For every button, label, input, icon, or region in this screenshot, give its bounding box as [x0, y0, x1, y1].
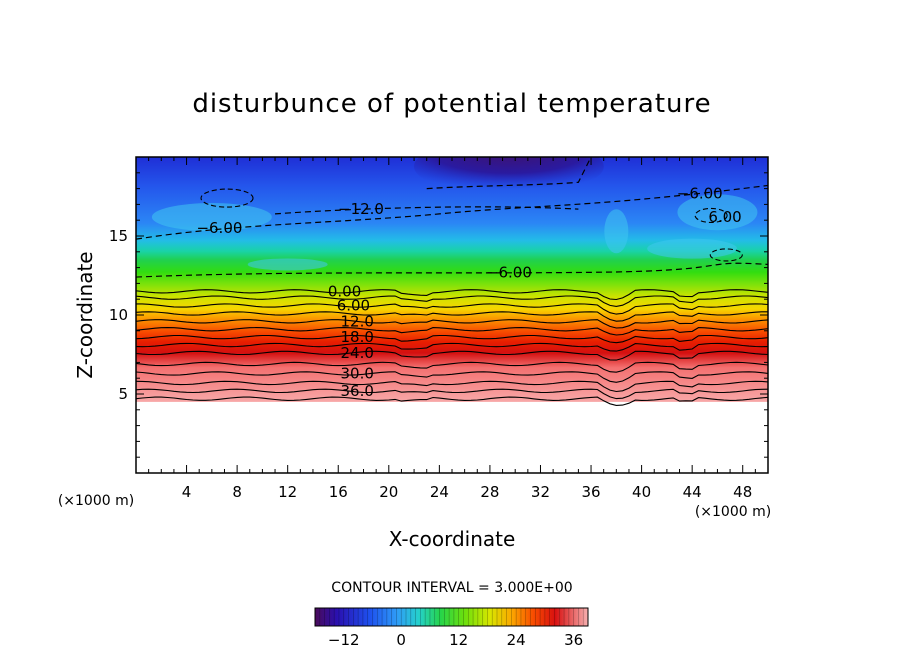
contour-line	[136, 334, 768, 344]
x-tick-label: 12	[278, 483, 297, 501]
contour-interval-text: CONTOUR INTERVAL = 3.000E+00	[331, 580, 572, 596]
x-tick-label: 28	[480, 483, 499, 501]
contour-line-negative	[426, 157, 592, 190]
colorbar-tick-label: 24	[507, 631, 526, 649]
warm-patch	[677, 194, 758, 231]
y-tick-label: 5	[118, 385, 128, 403]
x-tick-label: 36	[581, 483, 600, 501]
contour-closed	[694, 207, 728, 224]
contour-closed	[200, 188, 254, 208]
contour-line-negative	[274, 206, 579, 215]
x-tick-label: 4	[182, 483, 192, 501]
contour-line	[136, 350, 768, 361]
contour-label: 36.0	[340, 382, 373, 400]
x-tick-label: 44	[683, 483, 702, 501]
contour-label: 30.0	[340, 364, 373, 382]
warm-patch	[151, 203, 272, 232]
contour-line	[136, 388, 768, 400]
contour-label: 6.00	[337, 297, 370, 315]
y-axis-ticks: 5 10 15	[109, 172, 768, 458]
contour-label: 18.0	[340, 328, 373, 346]
contour-line	[136, 371, 768, 383]
x-tick-label: 8	[232, 483, 242, 501]
contour-label: −12.0	[338, 200, 384, 218]
contour-lines	[136, 157, 768, 406]
contour-label: 24.0	[340, 344, 373, 362]
plot-area	[136, 157, 768, 406]
colorbar-tick-labels: −12 0 12 24 36	[328, 631, 583, 649]
contour-labels: 36.030.024.018.012.06.000.00−6.00−6.00−1…	[196, 184, 741, 400]
contour-label: −6.00	[486, 263, 532, 281]
x-tick-label: 16	[329, 483, 348, 501]
colorbar-tick-label: 36	[564, 631, 583, 649]
colorbar-tick-label: 12	[449, 631, 468, 649]
contour-line	[136, 380, 768, 393]
x-axis-ticks: 4 8 12 16 20 24 28 32 36 40 44 48	[148, 157, 756, 501]
colorbar-tick-label: 0	[396, 631, 406, 649]
colorbar: −12 0 12 24 36	[314, 607, 589, 649]
warm-patch	[247, 258, 328, 271]
contour-line-negative	[136, 184, 768, 240]
contour-label: −6.00	[196, 219, 242, 237]
temperature-field	[136, 157, 768, 402]
contour-line	[136, 361, 768, 373]
contour-label: 12.0	[340, 312, 373, 330]
colorbar-tick-label: −12	[328, 631, 360, 649]
contour-line	[136, 396, 768, 406]
x-axis-label: X-coordinate	[389, 527, 516, 551]
x-tick-label: 48	[733, 483, 752, 501]
field-gradient	[136, 157, 768, 402]
colorbar-gradient	[314, 607, 589, 627]
contour-line	[136, 303, 768, 315]
contour-line	[136, 289, 768, 301]
contour-line	[136, 295, 768, 307]
contour-line	[136, 327, 768, 336]
contour-line	[136, 311, 768, 322]
contour-closed	[709, 248, 743, 262]
x-tick-label: 24	[430, 483, 449, 501]
warm-patch	[604, 209, 629, 254]
y-tick-label: 10	[109, 306, 128, 324]
contour-line	[136, 319, 768, 329]
y-axis-label: Z-coordinate	[73, 251, 97, 378]
colorbar-divisions	[319, 608, 584, 626]
contour-line	[136, 342, 768, 352]
contour-line-negative	[136, 262, 768, 278]
cold-core	[413, 157, 604, 195]
contour-label: −6.00	[677, 184, 723, 202]
contour-label: 0.00	[328, 282, 361, 300]
x-unit-left: (×1000 m)	[58, 493, 134, 509]
x-unit-right: (×1000 m)	[695, 504, 771, 520]
warm-patch	[647, 238, 738, 259]
x-tick-label: 20	[379, 483, 398, 501]
chart-title: disturbunce of potential temperature	[192, 89, 711, 119]
y-tick-label: 15	[109, 227, 128, 245]
x-tick-label: 32	[531, 483, 550, 501]
contour-label: 6.00	[708, 208, 741, 226]
x-tick-label: 40	[632, 483, 651, 501]
